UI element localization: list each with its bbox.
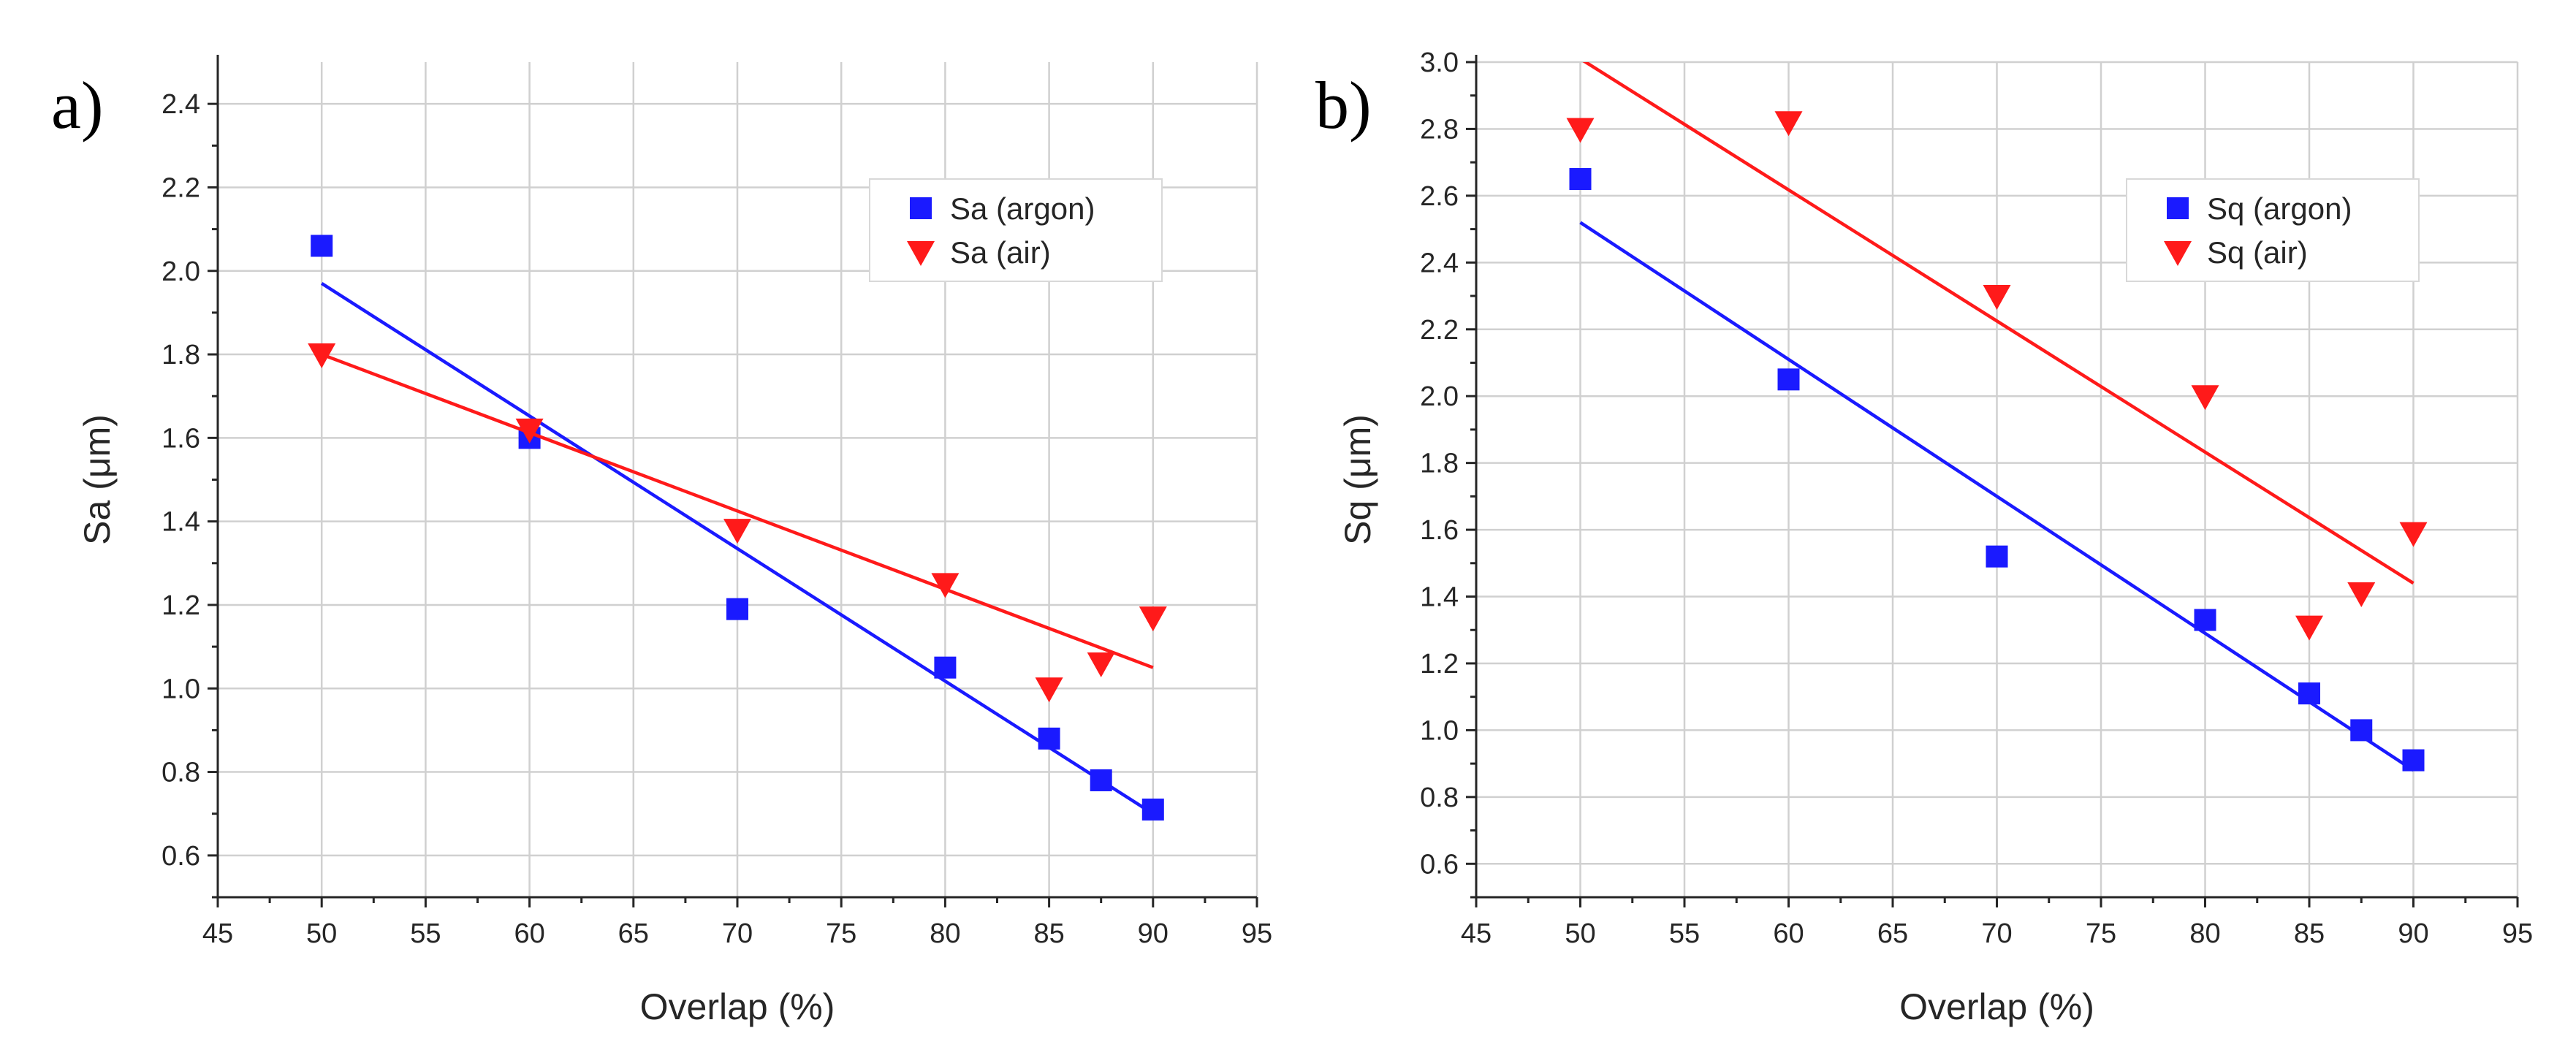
y-tick-label: 1.6: [1420, 515, 1459, 546]
x-tick-label: 60: [514, 918, 544, 949]
x-tick-label: 70: [1981, 918, 2012, 949]
x-tick-label: 90: [2398, 918, 2428, 949]
data-point-air: [1035, 677, 1063, 703]
x-axis-title: Overlap (%): [640, 986, 835, 1027]
data-point-argon: [1777, 368, 1800, 391]
x-tick-label: 50: [306, 918, 337, 949]
y-tick-label: 1.2: [162, 590, 200, 621]
x-tick-label: 85: [1033, 918, 1064, 949]
data-point-argon: [1569, 168, 1592, 191]
fit-line-air: [1582, 62, 2414, 585]
data-point-argon: [1141, 798, 1164, 821]
x-tick-label: 65: [1877, 918, 1908, 949]
legend-box: [869, 178, 1163, 282]
y-tick-label: 0.6: [162, 841, 200, 872]
y-tick-label: 1.4: [162, 507, 200, 538]
data-point-air: [2191, 385, 2219, 411]
legend: Sa (argon) Sa (air): [869, 178, 1163, 282]
data-point-air: [723, 519, 751, 544]
data-point-air: [1774, 111, 1803, 137]
x-tick-label: 55: [1669, 918, 1700, 949]
y-tick-label: 2.4: [1420, 248, 1459, 278]
data-point-air: [2347, 582, 2376, 607]
data-point-air: [1087, 652, 1115, 677]
y-tick-label: 0.8: [162, 758, 200, 788]
x-tick-label: 45: [202, 918, 233, 949]
data-point-argon: [2350, 719, 2373, 742]
data-point-argon: [311, 235, 333, 257]
panel-label: a): [51, 68, 103, 142]
x-tick-label: 85: [2294, 918, 2325, 949]
fit-line-argon: [1579, 221, 2414, 772]
x-axis-title: Overlap (%): [1899, 986, 2094, 1027]
x-tick-label: 65: [618, 918, 649, 949]
x-tick-label: 95: [1242, 918, 1272, 949]
y-tick-label: 0.6: [1420, 849, 1459, 880]
y-tick-label: 1.0: [162, 674, 200, 704]
data-point-air: [1983, 285, 2011, 311]
y-axis-title: Sa (μm): [77, 414, 118, 545]
data-point-air: [308, 343, 336, 369]
chart-panel-b: 45 50 55 60 65 70 75 80 85 90 95 0.6 0.8 1.0 1.2 1.4 1.6…: [1315, 47, 2533, 1027]
chart-panel-a: 45 50 55 60 65 70 75 80 85 90 95 0.6 0.8 1.0 1.2 1.4 1.6…: [51, 55, 1272, 1027]
x-tick-label: 80: [930, 918, 960, 949]
y-tick-label: 3.0: [1420, 47, 1459, 78]
legend-label-argon: Sa (argon): [950, 191, 1095, 226]
x-tick-label: 90: [1138, 918, 1169, 949]
x-tick-label: 75: [2086, 918, 2116, 949]
fit-line-air: [321, 352, 1154, 669]
y-tick-label: 2.8: [1420, 114, 1459, 145]
data-point-argon: [2298, 682, 2320, 705]
legend-marker-argon: [910, 197, 932, 219]
y-tick-label: 1.8: [162, 340, 200, 370]
data-point-air: [2399, 522, 2428, 547]
legend-label-argon: Sq (argon): [2207, 191, 2352, 226]
y-tick-label: 0.8: [1420, 783, 1459, 813]
legend: Sq (argon) Sq (air): [2126, 178, 2420, 282]
legend-marker-air: [2164, 241, 2192, 266]
legend-box: [2126, 178, 2420, 282]
x-tick-label: 70: [722, 918, 753, 949]
y-tick-label: 2.4: [162, 89, 200, 120]
data-point-argon: [2194, 609, 2216, 631]
y-tick-label: 1.0: [1420, 715, 1459, 746]
y-tick-label: 2.0: [162, 256, 200, 287]
data-point-air: [931, 573, 960, 598]
y-tick-label: 1.4: [1420, 582, 1459, 613]
y-tick-label: 2.6: [1420, 181, 1459, 212]
data-point-argon: [1090, 769, 1112, 791]
y-tick-label: 1.2: [1420, 649, 1459, 679]
y-axis-title: Sq (μm): [1337, 414, 1378, 545]
data-point-air: [2295, 615, 2323, 641]
y-tick-label: 2.2: [1420, 315, 1459, 346]
x-tick-label: 50: [1565, 918, 1595, 949]
data-point-air: [515, 418, 544, 443]
legend-label-air: Sq (air): [2207, 235, 2308, 270]
data-point-air: [1139, 606, 1167, 632]
data-point-argon: [934, 656, 957, 679]
data-point-argon: [2402, 749, 2425, 772]
y-tick-label: 2.0: [1420, 381, 1459, 412]
y-tick-label: 2.2: [162, 172, 200, 203]
fit-line-argon: [320, 281, 1155, 815]
data-point-argon: [1986, 545, 2008, 568]
data-point-argon: [726, 598, 748, 620]
x-tick-label: 95: [2502, 918, 2533, 949]
legend-marker-air: [907, 241, 935, 266]
panel-label: b): [1315, 68, 1372, 142]
y-tick-label: 1.6: [162, 423, 200, 454]
legend-label-air: Sa (air): [950, 235, 1051, 270]
x-tick-label: 80: [2189, 918, 2220, 949]
x-tick-label: 75: [826, 918, 856, 949]
x-tick-label: 55: [410, 918, 441, 949]
x-tick-label: 60: [1773, 918, 1804, 949]
x-tick-label: 45: [1461, 918, 1492, 949]
legend-marker-argon: [2167, 197, 2189, 219]
data-point-air: [1566, 118, 1595, 143]
data-point-argon: [1038, 727, 1060, 750]
y-tick-label: 1.8: [1420, 449, 1459, 479]
